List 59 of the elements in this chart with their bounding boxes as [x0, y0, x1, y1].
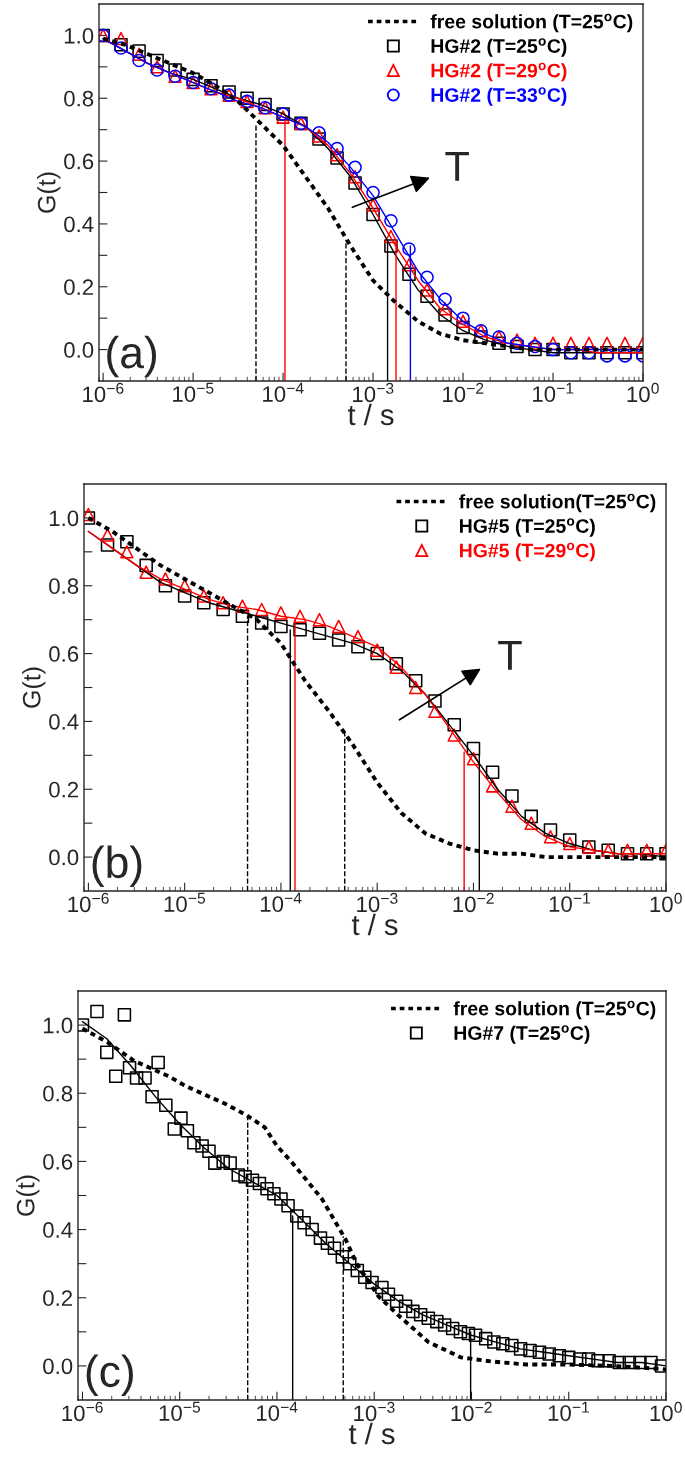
x-tick-label: 10$^{−5}$: [164, 892, 206, 912]
legend-label: HG#2 (T=29$^{o}$C): [431, 62, 567, 82]
x-tick-label: 10$^{−4}$: [256, 1401, 298, 1421]
x-tick-label: 10$^{−4}$: [260, 892, 302, 912]
x-tick-label: 10$^{−3}$: [354, 1401, 395, 1422]
x-tick-label: 10$^{−2}$: [453, 892, 494, 913]
y-axis-title: G(t): [16, 1175, 40, 1216]
x-tick-label: 10$^{−5}$: [173, 382, 214, 402]
y-tick-label: 0.0: [43, 1358, 73, 1375]
x-tick-label: 10$^{0}$: [650, 1401, 682, 1422]
legend-label: free solution(T=25$^{o}$C): [459, 493, 656, 513]
legend-label: HG#2 (T=25$^{o}$C): [431, 38, 567, 57]
x-tick-label: 10$^{−1}$: [548, 1401, 589, 1421]
y-tick-label: 0.6: [64, 153, 94, 170]
x-tick-label: 10$^{−4}$: [263, 382, 304, 402]
y-tick-label: 0.8: [43, 1085, 73, 1102]
legend-label: HG#5 (T=25$^{o}$C): [460, 518, 595, 537]
legend-label: free solution (T=25$^{o}$C): [430, 13, 633, 33]
x-tick-label: 10$^{−3}$: [357, 892, 398, 913]
x-tick-label: 10$^{−6}$: [83, 382, 124, 403]
legend-label: free solution (T=25$^{o}$C): [453, 1000, 656, 1020]
y-tick-label: 0.0: [49, 849, 79, 866]
y-tick-label: 0.6: [43, 1153, 73, 1170]
y-tick-label: 0.4: [49, 713, 79, 730]
y-tick-label: 0.8: [49, 578, 79, 595]
y-tick-label: 0.2: [43, 1290, 73, 1307]
y-tick-label: 0.0: [64, 342, 94, 358]
legend-label: HG#7 (T=25$^{o}$C): [454, 1025, 590, 1044]
legend-label: HG#5 (T=29$^{o}$C): [460, 542, 595, 562]
y-tick-label: 1.0: [43, 1017, 73, 1034]
x-tick-label: 10$^{−3}$: [353, 382, 394, 403]
annotation: (b): [92, 845, 142, 887]
annotation: T: [498, 641, 522, 670]
x-tick-label: 10$^{−1}$: [533, 382, 574, 402]
x-axis-title: t / s: [347, 403, 394, 426]
x-tick-label: 10$^{−2}$: [451, 1401, 492, 1422]
annotation: (a): [107, 335, 156, 378]
y-axis-title: G(t): [22, 667, 46, 708]
y-tick-label: 0.6: [49, 646, 79, 662]
y-tick-label: 0.2: [49, 781, 79, 798]
y-tick-label: 0.8: [64, 90, 94, 107]
x-axis-title: t / s: [351, 913, 398, 936]
x-tick-label: 10$^{−5}$: [159, 1401, 201, 1421]
x-tick-label: 10$^{0}$: [627, 382, 659, 403]
y-tick-label: 0.4: [43, 1222, 73, 1238]
x-tick-label: 10$^{−6}$: [68, 892, 109, 913]
x-tick-label: 10$^{−2}$: [443, 382, 484, 403]
annotation: (c): [86, 1354, 133, 1396]
y-axis-title: G(t): [37, 172, 61, 213]
legend-label: HG#2 (T=33$^{o}$C): [431, 87, 567, 106]
x-tick-label: 10$^{0}$: [650, 892, 682, 913]
annotation: T: [445, 151, 469, 181]
x-tick-label: 10$^{−6}$: [62, 1401, 103, 1422]
y-tick-label: 0.2: [64, 279, 94, 296]
y-tick-label: 1.0: [64, 27, 94, 44]
y-tick-label: 1.0: [49, 510, 79, 527]
x-axis-title: t / s: [348, 1422, 395, 1445]
x-tick-label: 10$^{−1}$: [549, 892, 590, 912]
y-tick-label: 0.4: [64, 216, 94, 233]
